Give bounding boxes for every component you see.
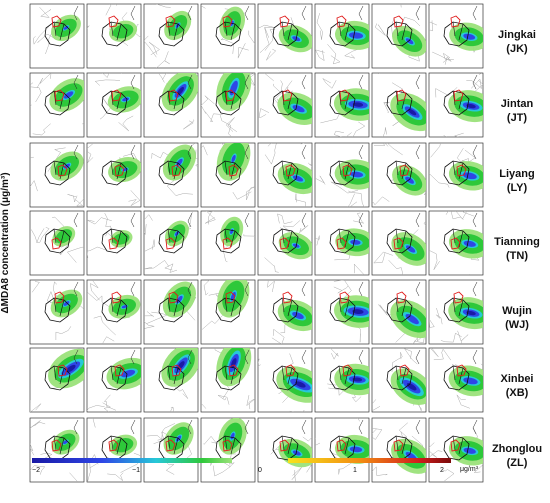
map-panel bbox=[86, 142, 142, 208]
colorbar-unit: μg/m³ bbox=[460, 466, 479, 473]
map-panel bbox=[143, 417, 199, 483]
map-panel bbox=[428, 3, 484, 69]
map-panel bbox=[257, 72, 313, 138]
map-panel bbox=[143, 210, 199, 276]
colorbar-tick-label: 1 bbox=[353, 467, 357, 474]
map-panel bbox=[86, 347, 142, 413]
map-panel bbox=[257, 210, 313, 276]
map-panel bbox=[314, 210, 370, 276]
row-label: Liyang (LY) bbox=[484, 167, 550, 195]
colorbar-tick-label: −1 bbox=[132, 467, 140, 474]
map-panel bbox=[428, 347, 484, 413]
row-label-name: Xinbei bbox=[500, 373, 534, 385]
row-label: Wujin (WJ) bbox=[484, 304, 550, 332]
colorbar-tick-label: 0 bbox=[258, 467, 262, 474]
map-panel bbox=[200, 210, 256, 276]
map-panel bbox=[428, 142, 484, 208]
colorbar-positive bbox=[288, 458, 451, 463]
map-panel bbox=[371, 142, 427, 208]
row-label: Zhonglou (ZL) bbox=[484, 442, 550, 470]
map-panel bbox=[257, 142, 313, 208]
map-panel bbox=[86, 3, 142, 69]
map-panel bbox=[371, 279, 427, 345]
map-panel bbox=[257, 347, 313, 413]
row-label-abbr: (WJ) bbox=[505, 319, 529, 331]
map-panel bbox=[257, 3, 313, 69]
map-panel bbox=[86, 210, 142, 276]
colorbar: −2 −1 0 1 2 μg/m³ bbox=[32, 458, 479, 474]
row-label-abbr: (JK) bbox=[506, 43, 528, 55]
map-panel bbox=[29, 417, 85, 483]
map-panel bbox=[200, 347, 256, 413]
map-panel bbox=[29, 3, 85, 69]
row-label-name: Jingkai bbox=[498, 29, 536, 41]
row-label-abbr: (XB) bbox=[505, 387, 529, 399]
map-panel bbox=[428, 417, 484, 483]
row-label-name: Wujin bbox=[502, 305, 532, 317]
row-label-abbr: (TN) bbox=[506, 250, 528, 262]
map-panel bbox=[200, 72, 256, 138]
map-panel bbox=[86, 72, 142, 138]
map-panel bbox=[29, 279, 85, 345]
map-panel bbox=[428, 210, 484, 276]
map-panel bbox=[314, 417, 370, 483]
row-label-abbr: (ZL) bbox=[506, 457, 528, 469]
map-panel bbox=[200, 279, 256, 345]
map-panel bbox=[314, 347, 370, 413]
map-panel bbox=[143, 347, 199, 413]
colorbar-tick-label: 2 bbox=[440, 467, 444, 474]
map-panel bbox=[200, 417, 256, 483]
map-panel bbox=[143, 3, 199, 69]
map-panel bbox=[143, 142, 199, 208]
map-panel bbox=[371, 347, 427, 413]
map-panel bbox=[371, 210, 427, 276]
row-label: Xinbei (XB) bbox=[484, 372, 550, 400]
row-label: Jintan (JT) bbox=[484, 97, 550, 125]
row-label-name: Tianning bbox=[494, 236, 540, 248]
map-panel bbox=[428, 279, 484, 345]
map-panel bbox=[29, 347, 85, 413]
map-panel bbox=[29, 72, 85, 138]
map-panel bbox=[86, 417, 142, 483]
map-panel bbox=[143, 72, 199, 138]
map-panel bbox=[257, 279, 313, 345]
map-panel bbox=[371, 3, 427, 69]
row-label-abbr: (JT) bbox=[506, 112, 528, 124]
map-panel bbox=[29, 210, 85, 276]
map-panel bbox=[200, 3, 256, 69]
map-panel bbox=[29, 142, 85, 208]
row-label-name: Jintan bbox=[500, 98, 534, 110]
row-label-name: Liyang bbox=[499, 168, 535, 180]
map-panel bbox=[314, 72, 370, 138]
row-label: Jingkai (JK) bbox=[484, 28, 550, 56]
map-panel bbox=[200, 142, 256, 208]
map-panel bbox=[314, 142, 370, 208]
row-label-abbr: (LY) bbox=[506, 182, 528, 194]
map-panel bbox=[428, 72, 484, 138]
map-panel bbox=[314, 279, 370, 345]
map-panel bbox=[86, 279, 142, 345]
map-panel bbox=[314, 3, 370, 69]
colorbar-negative bbox=[32, 458, 232, 463]
map-panel bbox=[143, 279, 199, 345]
colorbar-tick-label: −2 bbox=[32, 467, 40, 474]
map-panel bbox=[371, 417, 427, 483]
row-label: Tianning (TN) bbox=[484, 235, 550, 263]
map-panel bbox=[371, 72, 427, 138]
row-label-name: Zhonglou bbox=[491, 443, 543, 455]
